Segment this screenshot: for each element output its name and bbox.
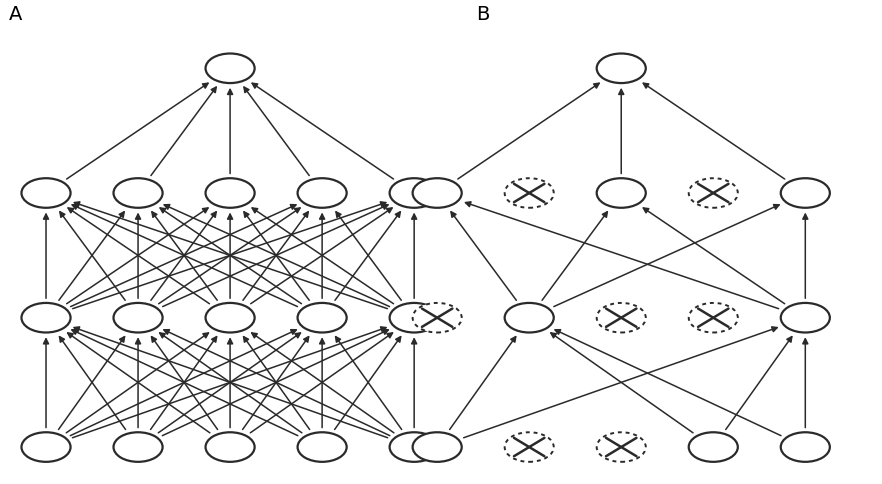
Text: B: B (476, 5, 490, 24)
Circle shape (781, 179, 830, 208)
Circle shape (505, 303, 554, 333)
Circle shape (114, 432, 162, 462)
Circle shape (21, 179, 71, 208)
Circle shape (689, 179, 738, 208)
Circle shape (689, 303, 738, 333)
Circle shape (505, 179, 554, 208)
Circle shape (781, 303, 830, 333)
Circle shape (390, 432, 438, 462)
Circle shape (21, 432, 71, 462)
Circle shape (597, 432, 646, 462)
Circle shape (297, 179, 347, 208)
Circle shape (413, 432, 461, 462)
Circle shape (390, 179, 438, 208)
Text: A: A (9, 5, 22, 24)
Circle shape (206, 179, 255, 208)
Circle shape (597, 303, 646, 333)
Circle shape (21, 303, 71, 333)
Circle shape (114, 179, 162, 208)
Circle shape (689, 432, 738, 462)
Circle shape (413, 179, 461, 208)
Circle shape (781, 432, 830, 462)
Circle shape (505, 432, 554, 462)
Circle shape (597, 54, 646, 84)
Circle shape (297, 432, 347, 462)
Circle shape (297, 303, 347, 333)
Circle shape (114, 303, 162, 333)
Circle shape (597, 179, 646, 208)
Circle shape (206, 432, 255, 462)
Circle shape (390, 303, 438, 333)
Circle shape (413, 303, 461, 333)
Circle shape (206, 303, 255, 333)
Circle shape (206, 54, 255, 84)
